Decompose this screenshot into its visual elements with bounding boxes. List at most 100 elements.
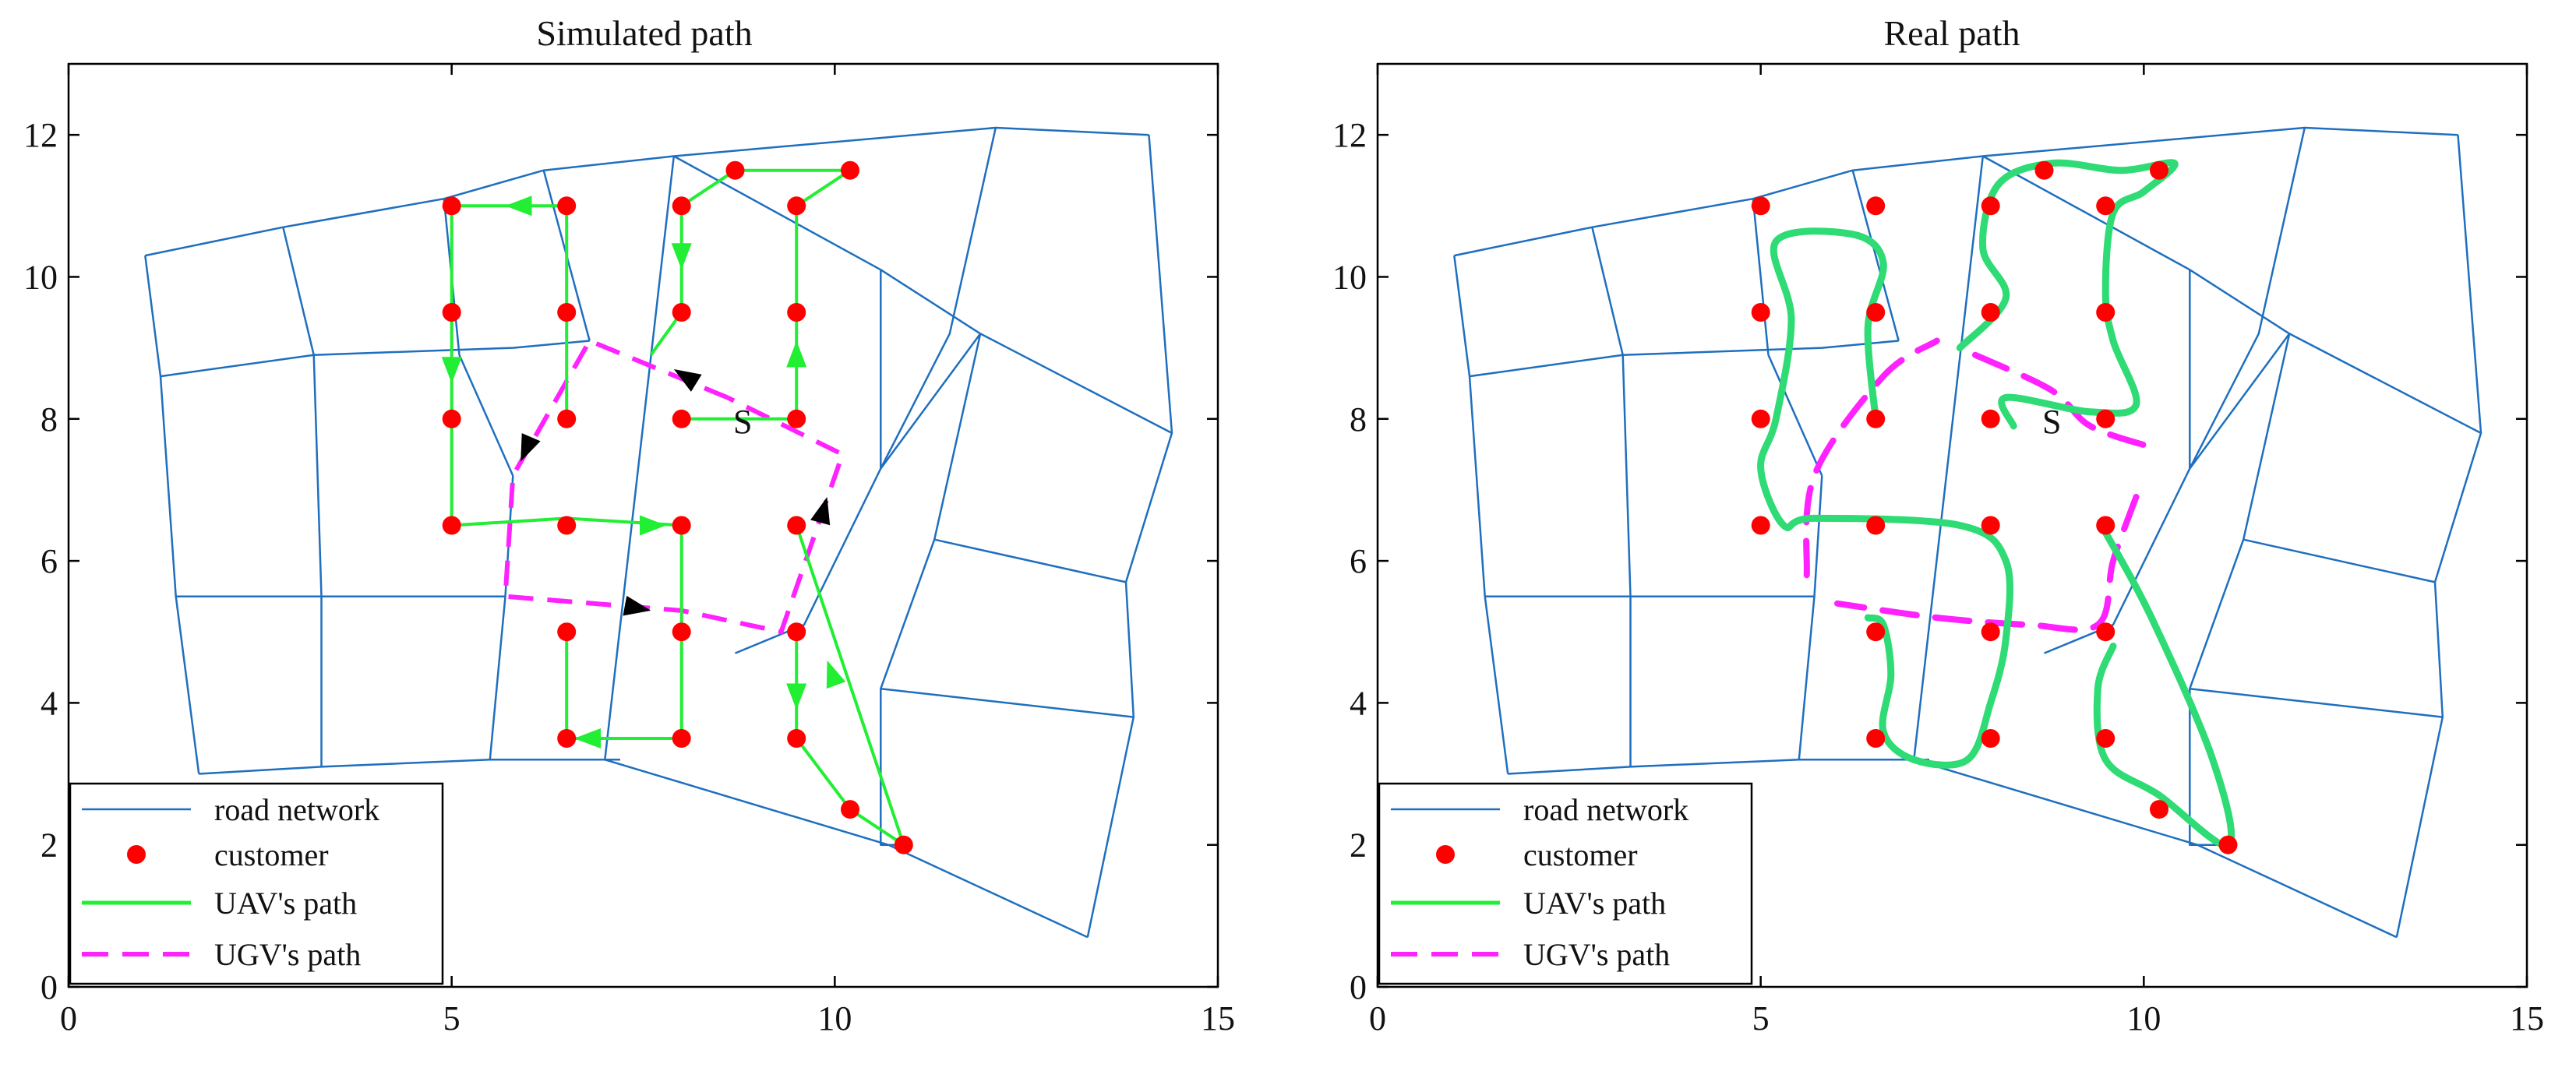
start-label: S bbox=[2042, 403, 2061, 441]
x-tick-label: 0 bbox=[60, 999, 77, 1038]
direction-arrow bbox=[786, 683, 807, 710]
ugv-path-layer bbox=[503, 337, 845, 635]
y-tick-label: 2 bbox=[1350, 826, 1367, 865]
customer-point bbox=[1866, 516, 1886, 535]
customer-point bbox=[557, 409, 577, 428]
road-segment bbox=[1913, 759, 2398, 939]
legend-uav-label: UAV's path bbox=[1523, 886, 1666, 921]
road-segment bbox=[1982, 135, 2482, 435]
customer-point bbox=[672, 409, 691, 428]
axis-ticks: 0 5 10 15 0 2 4 6 8 10 12 bbox=[1332, 64, 2544, 1038]
customer-point bbox=[2150, 800, 2168, 819]
arrow-layer bbox=[441, 196, 846, 749]
customer-point bbox=[1866, 729, 1886, 748]
customer-layer bbox=[442, 160, 913, 854]
customer-point bbox=[1866, 622, 1886, 642]
road-segment bbox=[604, 759, 1089, 939]
x-tick-label: 5 bbox=[443, 999, 461, 1038]
customer-point bbox=[787, 409, 806, 428]
y-tick-label: 12 bbox=[1332, 116, 1367, 154]
road-segment bbox=[1086, 432, 1173, 938]
customer-point bbox=[787, 516, 806, 535]
y-tick-label: 4 bbox=[41, 684, 58, 722]
road-segment bbox=[1469, 340, 1899, 378]
customer-point bbox=[1981, 516, 2000, 535]
customer-point bbox=[1981, 303, 2000, 322]
plot-frame bbox=[67, 62, 1219, 988]
customer-point bbox=[672, 196, 691, 216]
uav-path bbox=[565, 525, 683, 740]
customer-point bbox=[672, 729, 691, 748]
ugv-path bbox=[503, 337, 845, 635]
customer-point bbox=[557, 303, 577, 322]
customer-point bbox=[1866, 409, 1886, 428]
y-tick-label: 0 bbox=[41, 968, 58, 1006]
customer-point bbox=[1981, 196, 2000, 216]
customer-point bbox=[2096, 409, 2115, 428]
road-segment bbox=[604, 156, 676, 760]
y-tick-label: 0 bbox=[1350, 968, 1367, 1006]
legend-box bbox=[69, 782, 444, 985]
legend-road-label: road network bbox=[1523, 792, 1689, 827]
road-segment bbox=[933, 538, 1127, 583]
direction-arrow bbox=[786, 340, 807, 368]
customer-point bbox=[2034, 160, 2054, 180]
direction-arrow bbox=[505, 196, 532, 217]
legend-customer-label: customer bbox=[1523, 837, 1638, 872]
customer-point bbox=[2096, 729, 2115, 748]
road-segment bbox=[160, 340, 590, 378]
direction-arrow bbox=[640, 515, 666, 536]
direction-arrow bbox=[574, 728, 601, 749]
direction-arrow bbox=[826, 660, 846, 689]
customer-point bbox=[725, 160, 745, 180]
y-tick-label: 2 bbox=[41, 826, 58, 865]
customer-layer bbox=[1751, 160, 2238, 854]
uav-path bbox=[649, 168, 852, 421]
axis-ticks: 0 5 10 15 0 2 4 6 8 10 12 bbox=[23, 64, 1235, 1038]
customer-point bbox=[787, 196, 806, 216]
direction-arrow bbox=[673, 369, 702, 392]
customer-point bbox=[672, 622, 691, 642]
road-segment bbox=[1454, 126, 2458, 257]
customer-point bbox=[787, 622, 806, 642]
legend-road-label: road network bbox=[214, 792, 379, 827]
road-segment bbox=[282, 227, 323, 767]
direction-arrow bbox=[623, 595, 651, 616]
y-tick-label: 8 bbox=[41, 400, 58, 439]
road-segment bbox=[2189, 333, 2291, 846]
road-segment bbox=[1508, 759, 1929, 775]
customer-point bbox=[787, 729, 806, 748]
customer-point bbox=[1981, 409, 2000, 428]
y-tick-label: 6 bbox=[1350, 542, 1367, 580]
x-tick-label: 10 bbox=[817, 999, 852, 1038]
legend-ugv-label: UGV's path bbox=[214, 937, 361, 972]
legend: road network customer UAV's path UGV's p… bbox=[69, 782, 444, 985]
road-segment bbox=[489, 475, 514, 760]
road-segment bbox=[673, 135, 1173, 435]
legend-customer-swatch bbox=[127, 845, 146, 864]
road-segment bbox=[145, 126, 1149, 257]
customer-point bbox=[1866, 303, 1886, 322]
customer-point bbox=[442, 409, 461, 428]
direction-arrow bbox=[671, 243, 692, 270]
customer-point bbox=[442, 516, 461, 535]
real-path-panel: Real path S 0 5 10 15 0 2 4 6 8 10 12 road network… bbox=[1332, 13, 2544, 1038]
customer-point bbox=[894, 835, 913, 854]
customer-point bbox=[557, 196, 577, 216]
legend-customer-swatch bbox=[1436, 845, 1455, 864]
uav-path bbox=[1757, 227, 2014, 769]
customer-point bbox=[1866, 196, 1886, 216]
customer-point bbox=[672, 303, 691, 322]
customer-point bbox=[557, 729, 577, 748]
road-segment bbox=[735, 127, 997, 654]
road-segment bbox=[1767, 354, 1823, 477]
direction-arrow bbox=[520, 433, 541, 462]
customer-point bbox=[1981, 729, 2000, 748]
customer-point bbox=[787, 303, 806, 322]
ugv-path-layer bbox=[1803, 337, 2155, 633]
chart-title: Real path bbox=[1884, 13, 2020, 53]
customer-point bbox=[442, 196, 461, 216]
customer-point bbox=[2096, 516, 2115, 535]
road-segment bbox=[2395, 432, 2482, 938]
